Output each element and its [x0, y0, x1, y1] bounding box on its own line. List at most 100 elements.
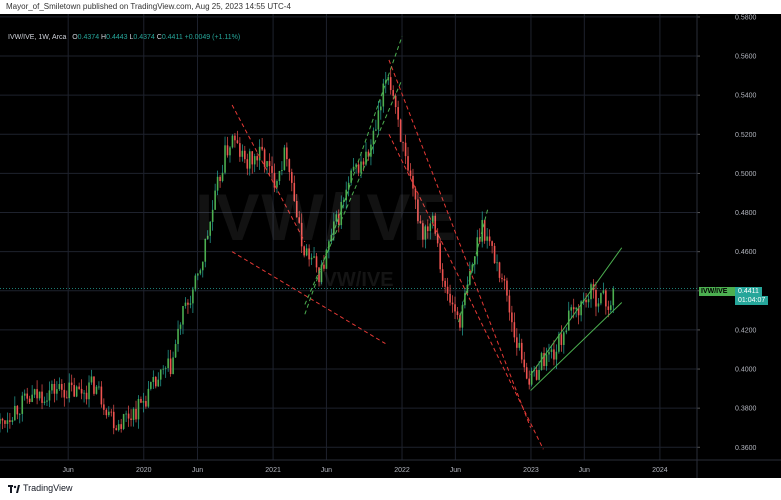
x-tick-label: Jun: [192, 467, 203, 474]
candle-body: [431, 215, 434, 224]
candle-body: [90, 376, 93, 383]
candle-body: [543, 353, 545, 367]
candle-body: [303, 246, 305, 256]
candle-body: [53, 383, 56, 394]
candle-body: [244, 150, 246, 160]
candle-body: [382, 83, 385, 107]
candle-body: [476, 237, 479, 257]
candle-body: [466, 284, 469, 294]
candle-body: [498, 262, 501, 278]
candle-body: [288, 159, 291, 173]
candle-body: [105, 409, 108, 416]
candle-body: [342, 200, 345, 202]
legend-high: 0.4443: [106, 34, 128, 41]
candle-body: [16, 405, 19, 415]
candle-body: [278, 170, 281, 182]
candle-body: [548, 351, 550, 355]
candle-body: [315, 256, 318, 268]
candle-body: [127, 413, 130, 419]
tradingview-logo-icon[interactable]: [8, 485, 20, 493]
candle-body: [224, 145, 226, 173]
candle-body: [283, 147, 286, 170]
candle-body: [164, 368, 167, 369]
candle-body: [4, 420, 6, 424]
candle-body: [412, 175, 414, 189]
candle-body: [78, 386, 80, 389]
candle-body: [273, 172, 276, 188]
candle-body: [43, 401, 46, 403]
candle-body: [567, 310, 570, 331]
candle-body: [397, 107, 399, 120]
candle-body: [612, 288, 615, 306]
legend-close: 0.4411: [161, 34, 183, 41]
candle-body: [597, 303, 600, 307]
trend-line: [304, 36, 403, 315]
candle-body: [152, 376, 155, 383]
y-tick-label: 0.5800: [735, 14, 757, 21]
candle-body: [75, 386, 78, 397]
candle-body: [518, 342, 521, 348]
trend-line: [304, 79, 403, 305]
candle-body: [587, 299, 590, 303]
candle-body: [115, 428, 118, 431]
candle-body: [523, 359, 526, 368]
trend-line: [231, 104, 306, 243]
candle-body: [528, 378, 530, 385]
candle-body: [58, 383, 61, 390]
candle-body: [261, 146, 263, 150]
legend-change: +0.0049 (+1.11%): [184, 34, 241, 41]
candle-body: [570, 307, 573, 311]
candle-body: [103, 404, 105, 410]
chart-area[interactable]: 0.36000.38000.40000.42000.44000.46000.48…: [0, 14, 781, 478]
candle-body: [219, 176, 221, 182]
x-tick-label: 2022: [394, 467, 410, 474]
candle-body: [318, 267, 320, 283]
candle-body: [226, 145, 229, 156]
candle-body: [310, 257, 313, 260]
candle-body: [189, 303, 192, 305]
y-tick-label: 0.4600: [735, 249, 757, 256]
candle-body: [211, 209, 214, 222]
candle-body: [295, 200, 298, 218]
candle-body: [347, 182, 350, 190]
candle-body: [159, 369, 162, 380]
candle-body: [600, 293, 602, 304]
legend-high-label: H: [101, 34, 107, 41]
candle-body: [380, 106, 382, 111]
candle-body: [93, 376, 95, 394]
candle-body: [585, 299, 587, 303]
candle-body: [394, 95, 397, 108]
candle-body: [197, 273, 199, 276]
candle-body: [184, 302, 187, 306]
candle-body: [145, 401, 147, 407]
candle-body: [335, 214, 338, 222]
candle-body: [286, 147, 288, 160]
footer-brand[interactable]: TradingView: [23, 483, 73, 493]
candle-body: [555, 351, 558, 360]
candle-body: [31, 394, 33, 403]
candle-body: [560, 334, 563, 345]
candle-body: [501, 277, 503, 280]
candle-body: [80, 388, 83, 394]
legend-open-label: O: [72, 34, 78, 41]
price-chart[interactable]: 0.36000.38000.40000.42000.44000.46000.48…: [0, 14, 781, 478]
candle-body: [154, 376, 157, 387]
candle-body: [407, 156, 409, 171]
publisher-bar: Mayor_of_Smiletown published on TradingV…: [0, 0, 781, 14]
candle-body: [308, 248, 310, 260]
legend-symbol[interactable]: IVW/IVE, 1W, Arca: [8, 34, 67, 41]
candle-body: [266, 161, 268, 167]
candle-body: [120, 424, 122, 429]
candle-body: [241, 150, 244, 157]
y-tick-label: 0.5400: [735, 93, 757, 100]
candle-body: [459, 315, 461, 328]
candle-body: [33, 389, 36, 395]
candle-body: [503, 279, 506, 281]
candle-body: [441, 269, 444, 281]
candle-body: [216, 176, 219, 191]
candle-body: [6, 420, 9, 424]
y-tick-label: 0.3600: [735, 445, 757, 452]
candle-body: [194, 275, 197, 290]
candle-body: [540, 353, 543, 371]
candle-body: [209, 221, 211, 236]
